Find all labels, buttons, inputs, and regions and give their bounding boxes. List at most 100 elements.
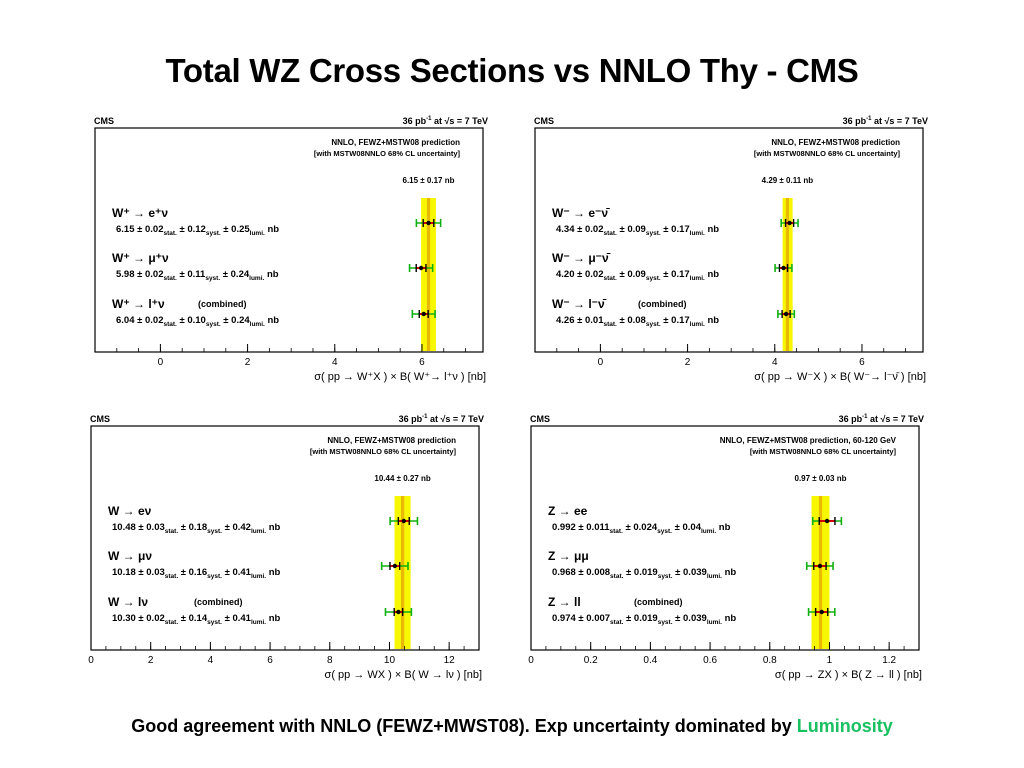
x-tick-label: 4 <box>208 655 214 666</box>
measurement-note: (combined) <box>194 597 243 607</box>
measurement-point <box>781 265 786 271</box>
measurement-point <box>421 311 426 317</box>
measurement-value: 10.48 ± 0.03stat. ± 0.18syst. ± 0.42lumi… <box>112 522 281 535</box>
x-tick-label: 0.2 <box>584 655 598 666</box>
slide-footer: Good agreement with NNLO (FEWZ+MWST08). … <box>0 716 1024 737</box>
x-axis-label: σ( pp → W⁺X ) × B( W⁺→ l⁺ν ) [nb] <box>314 371 486 383</box>
measurement-point <box>392 563 398 569</box>
x-tick-label: 0.4 <box>643 655 657 666</box>
prediction-value-label: 4.29 ± 0.11 nb <box>762 176 814 185</box>
x-tick-label: 10 <box>384 655 396 666</box>
measurement-value: 4.34 ± 0.02stat. ± 0.09syst. ± 0.17lumi.… <box>556 224 719 237</box>
prediction-central-line <box>426 198 431 351</box>
chart-svg: CMS 36 pb-1 at √s = 7 TeV NNLO, FEWZ+MSTW0… <box>534 116 928 383</box>
x-tick-label: 0 <box>158 357 164 368</box>
chart-panel-w-plus: CMS 36 pb-1 at √s = 7 TeV NNLO, FEWZ+MSTW0… <box>90 112 490 397</box>
chart-svg: CMS 36 pb-1 at √s = 7 TeV NNLO, FEWZ+MSTW0… <box>94 116 488 383</box>
measurement-note: (combined) <box>634 597 683 607</box>
x-tick-label: 8 <box>327 655 333 666</box>
x-tick-label: 2 <box>685 357 691 368</box>
x-tick-label: 4 <box>772 357 778 368</box>
chart-svg: CMS 36 pb-1 at √s = 7 TeV NNLO, FEWZ+MSTW0… <box>528 414 924 681</box>
lumi-energy-label: 36 pb-1 at √s = 7 TeV <box>843 116 928 126</box>
measurement-point <box>426 220 431 226</box>
measurement-value: 0.968 ± 0.008stat. ± 0.019syst. ± 0.039l… <box>552 567 736 580</box>
chart-svg: CMS 36 pb-1 at √s = 7 TeV NNLO, FEWZ+MSTW0… <box>88 414 484 681</box>
measurement-label: W⁺ → l⁺ν <box>112 297 165 311</box>
prediction-line2: [with MSTW08NNLO 68% CL uncertainty] <box>310 447 457 456</box>
prediction-line2: [with MSTW08NNLO 68% CL uncertainty] <box>750 447 897 456</box>
experiment-label: CMS <box>90 414 110 424</box>
measurement-value: 4.26 ± 0.01stat. ± 0.08syst. ± 0.17lumi.… <box>556 315 719 328</box>
x-tick-label: 12 <box>444 655 456 666</box>
measurement-label: W → eν <box>108 504 152 518</box>
prediction-line2: [with MSTW08NNLO 68% CL uncertainty] <box>314 149 461 158</box>
measurement-label: W → μν <box>108 549 152 563</box>
measurement-note: (combined) <box>198 299 247 309</box>
prediction-value-label: 10.44 ± 0.27 nb <box>374 474 431 483</box>
x-axis-label: σ( pp → ZX ) × B( Z → ll ) [nb] <box>775 669 922 681</box>
footer-highlight: Luminosity <box>796 716 893 736</box>
measurement-value: 10.18 ± 0.03stat. ± 0.16syst. ± 0.41lumi… <box>112 567 281 580</box>
chart-panel-z: CMS 36 pb-1 at √s = 7 TeV NNLO, FEWZ+MSTW0… <box>526 410 926 695</box>
measurement-point <box>824 518 830 524</box>
x-axis-label: σ( pp → WX ) × B( W → lν ) [nb] <box>325 669 482 681</box>
measurement-value: 5.98 ± 0.02stat. ± 0.11syst. ± 0.24lumi.… <box>116 269 279 282</box>
measurement-label: W⁺ → μ⁺ν <box>112 251 169 265</box>
lumi-energy-label: 36 pb-1 at √s = 7 TeV <box>403 116 488 126</box>
x-tick-label: 6 <box>267 655 273 666</box>
measurement-label: Z → μμ <box>548 549 589 563</box>
x-tick-label: 6 <box>859 357 865 368</box>
measurement-point <box>787 220 792 226</box>
measurement-point <box>817 563 823 569</box>
x-tick-label: 6 <box>419 357 425 368</box>
prediction-value-label: 6.15 ± 0.17 nb <box>403 176 455 185</box>
prediction-central-line <box>785 198 790 351</box>
prediction-central-line <box>400 496 405 649</box>
measurement-value: 0.992 ± 0.011stat. ± 0.024syst. ± 0.04lu… <box>552 522 731 535</box>
lumi-energy-label: 36 pb-1 at √s = 7 TeV <box>399 414 484 424</box>
prediction-line1: NNLO, FEWZ+MSTW08 prediction <box>771 138 900 147</box>
measurement-point <box>418 265 424 271</box>
experiment-label: CMS <box>94 116 114 126</box>
measurement-value: 4.20 ± 0.02stat. ± 0.09syst. ± 0.17lumi.… <box>556 269 719 282</box>
prediction-line1: NNLO, FEWZ+MSTW08 prediction <box>331 138 460 147</box>
chart-panel-w-minus: CMS 36 pb-1 at √s = 7 TeV NNLO, FEWZ+MSTW0… <box>530 112 930 397</box>
x-axis-label: σ( pp → W⁻X ) × B( W⁻→ l⁻ν̄ ) [nb] <box>754 371 926 383</box>
measurement-value: 10.30 ± 0.02stat. ± 0.14syst. ± 0.41lumi… <box>112 613 281 626</box>
measurement-label: W⁻ → l⁻ν̄ <box>552 297 607 311</box>
plot-frame <box>534 127 924 353</box>
measurement-label: W⁻ → e⁻ν̄ <box>552 206 610 220</box>
prediction-line2: [with MSTW08NNLO 68% CL uncertainty] <box>754 149 901 158</box>
slide-title: Total WZ Cross Sections vs NNLO Thy - CM… <box>165 52 859 89</box>
measurement-point <box>401 518 406 524</box>
measurement-label: Z → ll <box>548 595 581 609</box>
x-tick-label: 1 <box>827 655 833 666</box>
measurement-value: 6.04 ± 0.02stat. ± 0.10syst. ± 0.24lumi.… <box>116 315 279 328</box>
x-tick-label: 0 <box>88 655 94 666</box>
x-tick-label: 0.6 <box>703 655 717 666</box>
x-tick-label: 0 <box>528 655 534 666</box>
measurement-label: W⁻ → μ⁻ν̄ <box>552 251 611 265</box>
x-tick-label: 4 <box>332 357 338 368</box>
prediction-value-label: 0.97 ± 0.03 nb <box>795 474 847 483</box>
x-tick-label: 0.8 <box>763 655 777 666</box>
measurement-point <box>819 609 824 615</box>
x-tick-label: 0 <box>598 357 604 368</box>
measurement-value: 0.974 ± 0.007stat. ± 0.019syst. ± 0.039l… <box>552 613 736 626</box>
measurement-label: W⁺ → e⁺ν <box>112 206 168 220</box>
measurement-point <box>783 311 789 317</box>
measurement-point <box>396 609 401 615</box>
prediction-central-line <box>818 496 823 649</box>
plot-frame <box>94 127 484 353</box>
x-tick-label: 2 <box>245 357 251 368</box>
lumi-energy-label: 36 pb-1 at √s = 7 TeV <box>839 414 924 424</box>
experiment-label: CMS <box>534 116 554 126</box>
x-tick-label: 2 <box>148 655 154 666</box>
measurement-label: Z → ee <box>548 504 588 518</box>
measurement-note: (combined) <box>638 299 687 309</box>
prediction-line1: NNLO, FEWZ+MSTW08 prediction, 60-120 GeV <box>720 436 897 445</box>
experiment-label: CMS <box>530 414 550 424</box>
chart-panel-w-inclusive: CMS 36 pb-1 at √s = 7 TeV NNLO, FEWZ+MSTW0… <box>86 410 486 695</box>
prediction-line1: NNLO, FEWZ+MSTW08 prediction <box>327 436 456 445</box>
